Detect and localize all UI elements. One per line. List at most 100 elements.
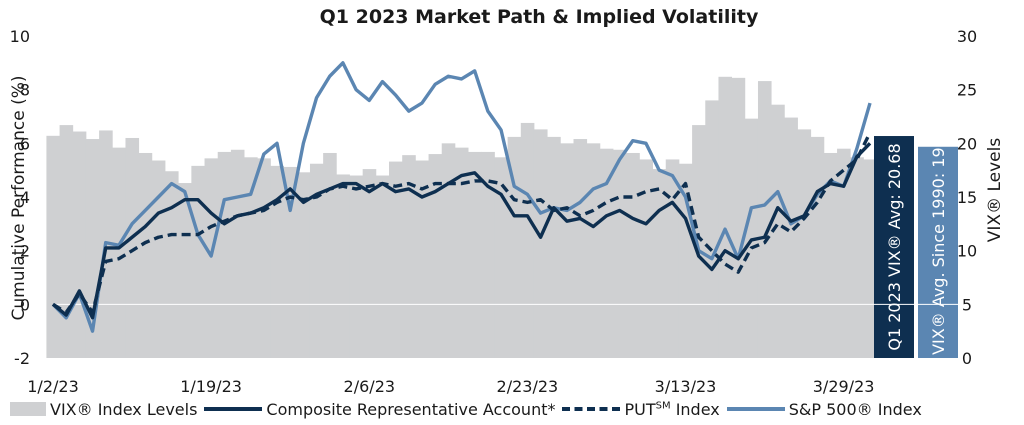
vix-bar bbox=[270, 165, 285, 358]
right-tick-label: 0 bbox=[962, 349, 972, 368]
left-tick-label: 10 bbox=[10, 27, 30, 46]
legend-item-put: PUTSM Index bbox=[562, 399, 720, 419]
vix-bar bbox=[112, 147, 126, 358]
vix-bar bbox=[349, 175, 364, 358]
q1-vix-avg-label: Q1 2023 VIX® Avg: 20.68 bbox=[885, 143, 904, 350]
reference-boxes: Q1 2023 VIX® Avg: 20.68 VIX® Avg. Since 1… bbox=[53, 122, 970, 358]
vix-bar bbox=[389, 161, 403, 358]
vix-bar bbox=[428, 154, 443, 358]
vix-avg-since-1990-box bbox=[918, 146, 958, 358]
sp500-line bbox=[51, 61, 872, 333]
vix-bar bbox=[125, 137, 140, 358]
vix-bar bbox=[731, 77, 746, 359]
vix-bar bbox=[520, 122, 535, 358]
right-axis-label: VIX® Levels bbox=[985, 138, 1005, 243]
vix-bar bbox=[507, 136, 522, 358]
x-tick-label: 2/6/23 bbox=[344, 377, 396, 396]
vix-bar bbox=[784, 117, 798, 358]
vix-bar bbox=[441, 143, 456, 358]
vix-bar bbox=[560, 143, 574, 358]
vix-avg-since-1990-label: VIX® Avg. Since 1990: 19.68 bbox=[929, 122, 948, 355]
vix-bar bbox=[244, 157, 258, 358]
vix-bar bbox=[178, 183, 192, 358]
legend-swatch-sp500 bbox=[726, 407, 785, 411]
right-tick-label: 10 bbox=[957, 242, 977, 261]
vix-bar bbox=[204, 158, 219, 358]
vix-bar bbox=[296, 172, 311, 358]
vix-bar bbox=[46, 135, 60, 358]
series-lines bbox=[51, 61, 872, 333]
vix-bar bbox=[138, 152, 153, 358]
legend-item-vix: VIX® Index Levels bbox=[10, 400, 197, 419]
x-tick-label: 3/29/23 bbox=[813, 377, 875, 396]
vix-bar bbox=[665, 159, 680, 358]
vix-bar bbox=[823, 152, 838, 358]
vix-bar bbox=[494, 157, 509, 358]
vix-bar bbox=[639, 159, 653, 358]
vix-bars bbox=[46, 76, 877, 359]
right-tick-label: 25 bbox=[957, 81, 977, 100]
vix-bar bbox=[323, 152, 337, 358]
vix-bar bbox=[837, 148, 851, 358]
vix-bar bbox=[547, 136, 561, 358]
vix-bar bbox=[771, 104, 785, 358]
vix-bar bbox=[481, 151, 495, 358]
vix-bar bbox=[678, 163, 693, 358]
legend-swatch-put bbox=[562, 407, 621, 411]
vix-bar bbox=[283, 166, 298, 358]
left-axis-label: Cumulative Performance (%) bbox=[9, 76, 29, 321]
vix-bar bbox=[257, 158, 271, 358]
vix-bar bbox=[626, 152, 640, 358]
vix-bar bbox=[375, 175, 390, 358]
vix-bar bbox=[230, 149, 245, 358]
right-tick-label: 15 bbox=[957, 188, 977, 207]
vix-bar bbox=[217, 151, 232, 358]
legend-label-sp500: S&P 500® Index bbox=[788, 399, 922, 419]
left-tick-label: 8 bbox=[20, 81, 30, 100]
vix-bar bbox=[415, 160, 429, 358]
vix-bar bbox=[573, 139, 588, 358]
vix-bar bbox=[692, 125, 706, 358]
legend-label-vix: VIX® Index Levels bbox=[50, 399, 198, 419]
left-tick-label: -2 bbox=[14, 349, 30, 368]
vix-bar bbox=[468, 151, 482, 358]
right-tick-label: 5 bbox=[962, 295, 972, 314]
vix-bar bbox=[362, 169, 377, 358]
q1-vix-avg-box bbox=[874, 136, 914, 358]
vix-bar bbox=[705, 100, 719, 359]
vix-bar bbox=[757, 81, 772, 358]
left-tick-label: 6 bbox=[20, 134, 30, 153]
legend-label-put: PUTSM Index bbox=[624, 399, 720, 419]
left-axis-ticks: -2 0 2 4 6 8 10 bbox=[10, 27, 30, 368]
x-axis-ticks: 1/2/23 1/19/23 2/6/23 2/23/23 3/13/23 3/29/23 bbox=[27, 377, 874, 396]
vix-bar bbox=[718, 76, 733, 358]
vix-bar bbox=[863, 159, 877, 358]
left-tick-label: 2 bbox=[20, 242, 30, 261]
vix-bar bbox=[613, 149, 627, 358]
x-tick-label: 3/13/23 bbox=[655, 377, 717, 396]
right-tick-label: 30 bbox=[957, 27, 977, 46]
composite-line bbox=[51, 142, 872, 320]
x-tick-label: 1/2/23 bbox=[27, 377, 79, 396]
left-tick-label: 0 bbox=[20, 295, 30, 314]
vix-bar bbox=[309, 163, 324, 358]
right-axis-ticks: 0 5 10 15 20 25 30 bbox=[957, 27, 977, 368]
x-tick-label: 1/19/23 bbox=[180, 377, 242, 396]
put-index-line bbox=[52, 131, 872, 315]
vix-bar bbox=[402, 155, 416, 358]
vix-bar bbox=[850, 157, 864, 358]
vix-bar bbox=[454, 147, 469, 358]
legend-swatch-composite bbox=[204, 407, 263, 411]
right-tick-label: 20 bbox=[957, 134, 977, 153]
legend-item-composite: Composite Representative Account* bbox=[204, 400, 555, 419]
vix-bar bbox=[59, 125, 74, 358]
legend-label-composite: Composite Representative Account* bbox=[266, 399, 556, 419]
vix-bar bbox=[810, 136, 825, 358]
chart-title: Q1 2023 Market Path & Implied Volatility bbox=[320, 6, 759, 28]
vix-bar bbox=[586, 143, 601, 358]
vix-bar bbox=[191, 165, 205, 358]
vix-bar bbox=[165, 171, 179, 358]
vix-bar bbox=[533, 129, 548, 358]
vix-bar bbox=[336, 174, 350, 358]
